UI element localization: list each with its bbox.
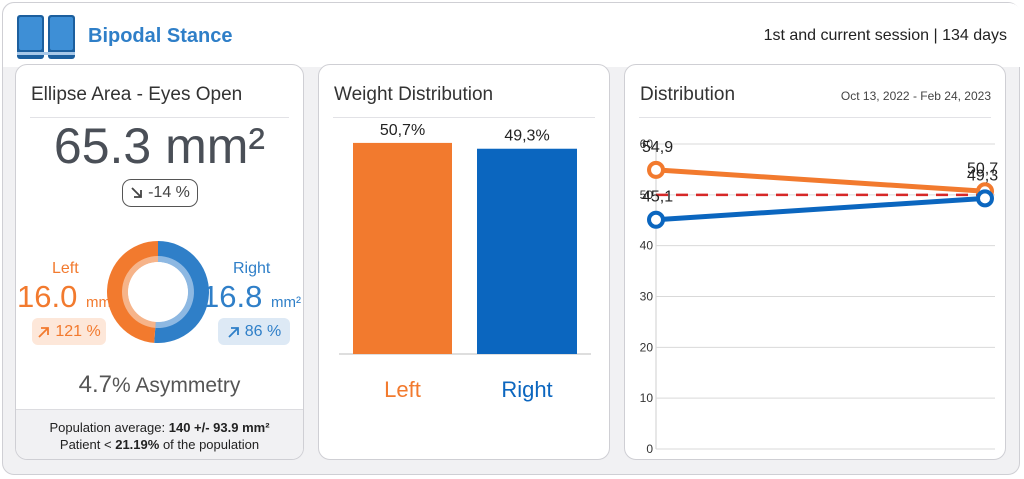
left-value: 16.0 mm — [17, 279, 111, 314]
right-label: Right — [233, 260, 271, 277]
bar-data-label: 49,3% — [504, 128, 549, 145]
change-value: -14 % — [148, 184, 190, 201]
right-value: 16.8 mm² — [202, 279, 301, 314]
data-point[interactable] — [647, 210, 665, 229]
donut-left-slice — [107, 241, 158, 343]
change-badge: -14 % — [122, 179, 198, 207]
session-info: 1st and current session | 134 days — [763, 27, 1007, 44]
y-tick-label: 10 — [640, 391, 654, 405]
donut-right-inner-ring — [155, 256, 194, 328]
ellipse-area-card[interactable]: Ellipse Area - Eyes Open 65.3 mm² -14 % … — [15, 64, 304, 460]
arrow-down-right-icon — [131, 187, 142, 198]
donut-right-slice — [154, 241, 209, 343]
donut-left-inner-ring — [121, 256, 158, 328]
y-tick-label: 20 — [640, 340, 654, 354]
card-title: Distribution — [640, 84, 736, 105]
point-data-label: 50,7 — [967, 160, 998, 177]
date-range: Oct 13, 2022 - Feb 24, 2023 — [840, 89, 991, 103]
distribution-card[interactable]: Distribution Oct 13, 2022 - Feb 24, 2023… — [624, 64, 1006, 460]
category-label: Left — [384, 377, 421, 402]
y-tick-label: 40 — [640, 239, 654, 253]
data-point[interactable] — [976, 189, 994, 208]
right-change-badge: 86 % — [218, 318, 290, 345]
y-tick-label: 0 — [646, 442, 653, 456]
donut-hole — [128, 262, 188, 322]
point-data-label: 49,3 — [967, 167, 998, 184]
point-data-label: 45,1 — [642, 189, 673, 206]
ellipse-area-value: 65.3 mm² — [53, 118, 266, 174]
y-tick-label: 50 — [640, 188, 654, 202]
divider — [333, 117, 595, 118]
data-point[interactable] — [647, 160, 665, 179]
y-tick-label: 30 — [640, 290, 654, 304]
y-tick-label: 60 — [640, 137, 654, 151]
divider — [30, 117, 289, 118]
card-title: Ellipse Area - Eyes Open — [31, 84, 243, 105]
series-line-0 — [655, 167, 986, 194]
arrow-up-right-icon — [228, 326, 239, 338]
population-footer: Population average: 140 +/- 93.9 mm² Pat… — [16, 409, 303, 459]
arrow-up-right-icon — [38, 326, 50, 338]
weight-distribution-card[interactable]: Weight Distribution 50,7% Left 49,3% Right — [318, 64, 610, 460]
point-data-label: 54,9 — [642, 139, 673, 156]
weight-bar-chart: 50,7% Left 49,3% Right — [339, 122, 591, 402]
category-label: Right — [501, 377, 552, 402]
left-change-badge: 121 % — [32, 318, 106, 345]
bar-right — [477, 148, 577, 354]
header: Bipodal Stance 1st and current session |… — [3, 3, 1021, 67]
asymmetry: 4.7% Asymmetry — [78, 371, 241, 398]
bar-left — [353, 142, 452, 354]
card-title: Weight Distribution — [334, 84, 494, 105]
asymmetry-donut — [107, 241, 209, 343]
series-line-1 — [655, 195, 986, 223]
bar-data-label: 50,7% — [380, 122, 425, 139]
foot-plates-icon — [17, 15, 75, 59]
divider — [639, 117, 991, 118]
left-label: Left — [52, 260, 79, 277]
page-title: Bipodal Stance — [88, 25, 233, 47]
